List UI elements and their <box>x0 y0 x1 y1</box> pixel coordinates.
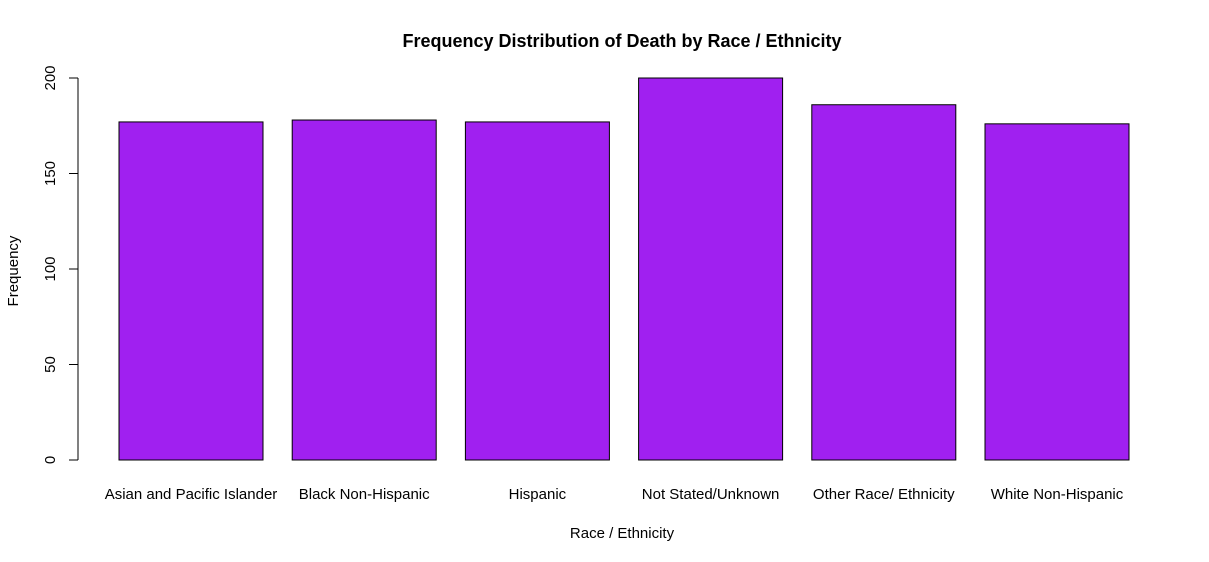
x-tick-label: Asian and Pacific Islander <box>105 486 278 503</box>
y-tick-label: 200 <box>42 65 59 90</box>
y-tick-label: 150 <box>42 161 59 186</box>
x-tick-label: White Non-Hispanic <box>991 486 1124 503</box>
x-tick-label: Black Non-Hispanic <box>299 486 430 503</box>
y-axis: 0 50 100 150 200 <box>42 65 79 464</box>
bar <box>291 119 437 461</box>
x-tick-label: Not Stated/Unknown <box>642 486 780 503</box>
bar <box>984 123 1130 461</box>
x-tick-labels: Asian and Pacific Islander Black Non-Hisp… <box>105 486 1124 503</box>
bars <box>118 77 1130 461</box>
bar <box>464 121 610 461</box>
y-tick-label: 0 <box>42 456 59 464</box>
bar <box>811 104 957 461</box>
x-tick-label: Other Race/ Ethnicity <box>813 486 955 503</box>
y-axis-label: Frequency <box>5 235 22 306</box>
x-tick-label: Hispanic <box>509 486 567 503</box>
y-tick-label: 100 <box>42 256 59 281</box>
x-axis-label: Race / Ethnicity <box>570 525 675 542</box>
chart-title: Frequency Distribution of Death by Race … <box>402 31 841 51</box>
y-tick-label: 50 <box>42 356 59 373</box>
bar <box>638 77 784 461</box>
bar <box>118 121 264 461</box>
